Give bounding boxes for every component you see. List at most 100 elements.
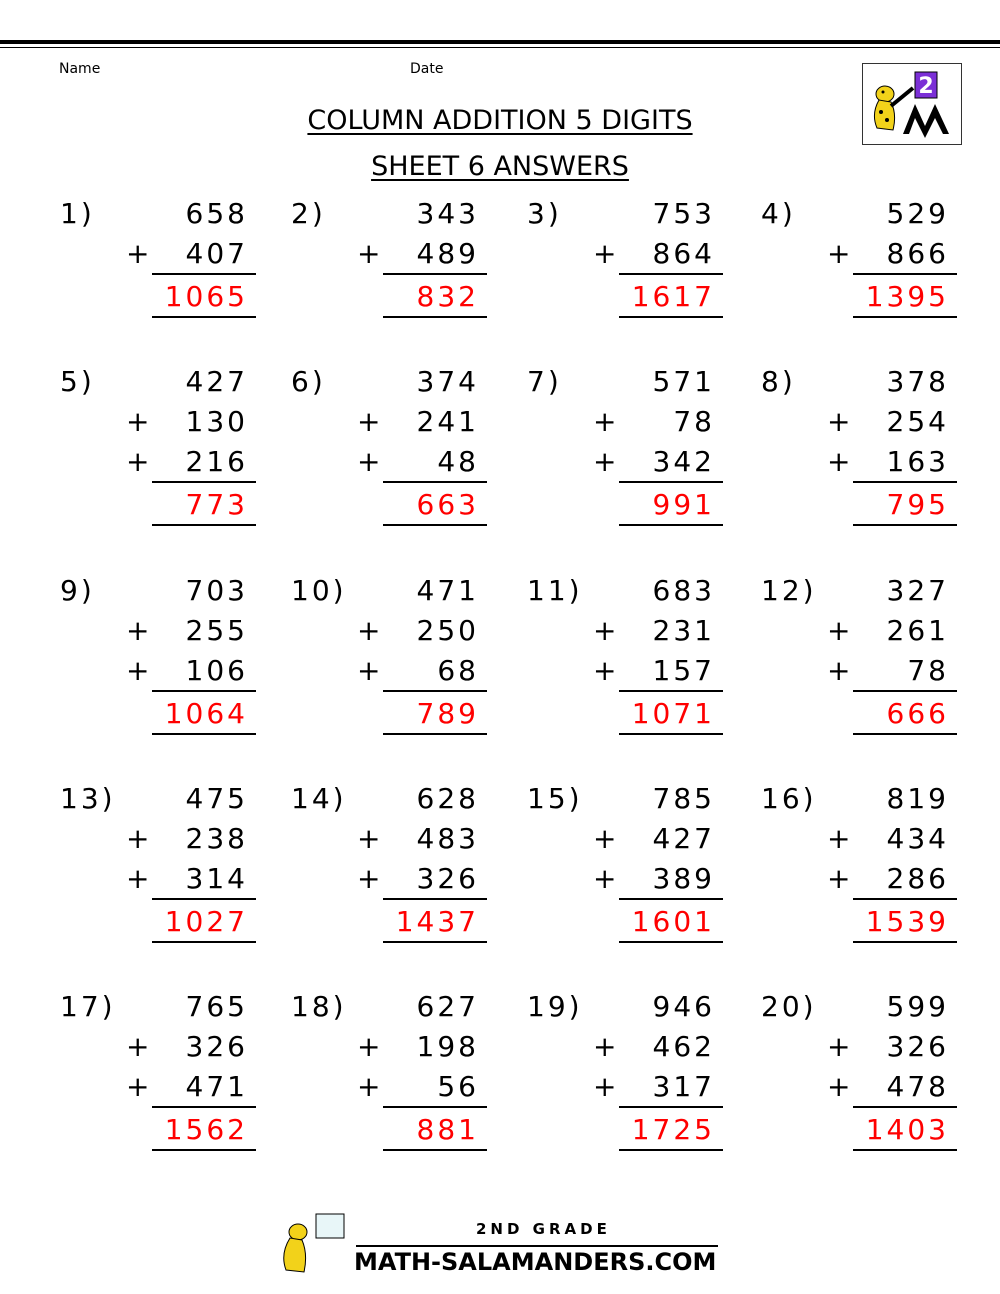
answer-underline xyxy=(152,941,256,943)
plus-sign: + xyxy=(827,614,854,647)
addend: 163 xyxy=(886,445,949,478)
plus-sign: + xyxy=(126,614,153,647)
problem-number: 9) xyxy=(60,574,95,607)
addend: 785 xyxy=(652,782,715,815)
plus-sign: + xyxy=(827,1030,854,1063)
addend: 198 xyxy=(416,1030,479,1063)
grade-logo: 2 xyxy=(862,63,962,145)
answer: 1601 xyxy=(631,905,715,938)
plus-sign: + xyxy=(827,654,854,687)
top-border-thin xyxy=(0,47,1000,48)
addend: 68 xyxy=(437,654,479,687)
sum-line xyxy=(152,1106,256,1108)
addend: 374 xyxy=(416,365,479,398)
answer-underline xyxy=(152,316,256,318)
answer: 666 xyxy=(886,697,949,730)
answer-underline xyxy=(152,1149,256,1151)
problem-number: 6) xyxy=(291,365,326,398)
addend: 864 xyxy=(652,237,715,270)
sum-line xyxy=(619,1106,723,1108)
plus-sign: + xyxy=(126,654,153,687)
addend: 703 xyxy=(185,574,248,607)
sum-line xyxy=(152,898,256,900)
addend: 475 xyxy=(185,782,248,815)
plus-sign: + xyxy=(126,237,153,270)
addend: 571 xyxy=(652,365,715,398)
answer-underline xyxy=(383,524,487,526)
plus-sign: + xyxy=(357,405,384,438)
answer: 663 xyxy=(416,488,479,521)
problem-number: 4) xyxy=(761,197,796,230)
plus-sign: + xyxy=(357,237,384,270)
sum-line xyxy=(383,481,487,483)
answer-underline xyxy=(383,733,487,735)
answer: 1027 xyxy=(164,905,248,938)
addend: 471 xyxy=(185,1070,248,1103)
answer: 773 xyxy=(185,488,248,521)
addend: 78 xyxy=(907,654,949,687)
addend: 241 xyxy=(416,405,479,438)
problem-number: 15) xyxy=(527,782,583,815)
plus-sign: + xyxy=(593,862,620,895)
sum-line xyxy=(383,1106,487,1108)
addend: 599 xyxy=(886,990,949,1023)
sum-line xyxy=(152,481,256,483)
answer: 1065 xyxy=(164,280,248,313)
salamander-logo-icon: 2 xyxy=(873,71,949,138)
answer-underline xyxy=(853,941,957,943)
sum-line xyxy=(619,273,723,275)
sum-line xyxy=(383,690,487,692)
addend: 48 xyxy=(437,445,479,478)
addend: 343 xyxy=(416,197,479,230)
top-border-thick xyxy=(0,40,1000,44)
plus-sign: + xyxy=(357,614,384,647)
plus-sign: + xyxy=(357,862,384,895)
sum-line xyxy=(152,690,256,692)
plus-sign: + xyxy=(593,614,620,647)
addend: 471 xyxy=(416,574,479,607)
salamander-footer-icon xyxy=(283,1213,718,1273)
answer: 789 xyxy=(416,697,479,730)
plus-sign: + xyxy=(126,1070,153,1103)
problem-number: 14) xyxy=(291,782,347,815)
plus-sign: + xyxy=(126,862,153,895)
addend: 238 xyxy=(185,822,248,855)
addend: 326 xyxy=(886,1030,949,1063)
answer-underline xyxy=(853,316,957,318)
addend: 483 xyxy=(416,822,479,855)
answer-underline xyxy=(619,1149,723,1151)
problem-number: 10) xyxy=(291,574,347,607)
sum-line xyxy=(853,1106,957,1108)
answer-underline xyxy=(853,524,957,526)
footer-logo: 2ND GRADE MATH-SALAMANDERS.COM xyxy=(276,1210,726,1276)
plus-sign: + xyxy=(593,654,620,687)
plus-sign: + xyxy=(126,405,153,438)
sum-line xyxy=(383,898,487,900)
plus-sign: + xyxy=(827,822,854,855)
sum-line xyxy=(853,898,957,900)
answer-underline xyxy=(383,316,487,318)
addend: 529 xyxy=(886,197,949,230)
answer-underline xyxy=(152,733,256,735)
footer-grade-text: 2ND GRADE xyxy=(476,1220,611,1238)
answer-underline xyxy=(383,1149,487,1151)
addend: 317 xyxy=(652,1070,715,1103)
problem-number: 3) xyxy=(527,197,562,230)
problem-number: 20) xyxy=(761,990,817,1023)
answer-underline xyxy=(619,316,723,318)
addend: 216 xyxy=(185,445,248,478)
answer-underline xyxy=(152,524,256,526)
answer: 1403 xyxy=(865,1113,949,1146)
plus-sign: + xyxy=(357,1030,384,1063)
addend: 254 xyxy=(886,405,949,438)
answer: 1725 xyxy=(631,1113,715,1146)
problem-number: 1) xyxy=(60,197,95,230)
sum-line xyxy=(619,690,723,692)
plus-sign: + xyxy=(593,445,620,478)
addend: 427 xyxy=(652,822,715,855)
problem-number: 7) xyxy=(527,365,562,398)
plus-sign: + xyxy=(357,822,384,855)
sum-line xyxy=(619,898,723,900)
addend: 753 xyxy=(652,197,715,230)
problem-number: 8) xyxy=(761,365,796,398)
